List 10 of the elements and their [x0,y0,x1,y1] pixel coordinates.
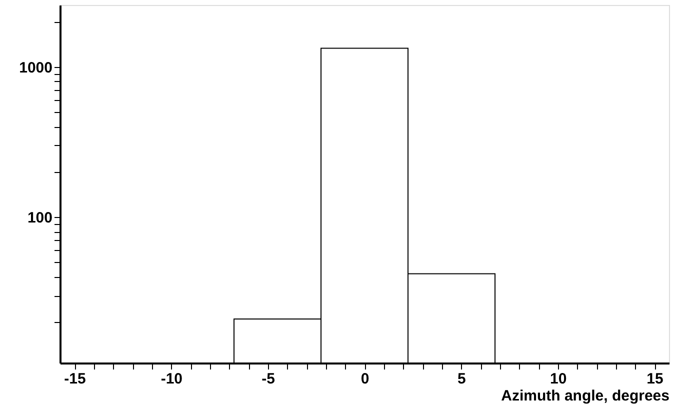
x-tick-label: 10 [550,370,567,388]
y-tick-label: 1000 [19,59,52,76]
x-tick-label: -15 [64,370,86,388]
x-tick-label: -10 [160,370,183,388]
x-axis-title: Azimuth angle, degrees [501,388,670,404]
x-tick-label: 5 [457,370,466,388]
x-tick-label: 15 [646,370,664,388]
x-tick-label: -5 [262,370,276,388]
x-tick-label: 0 [360,370,370,388]
y-tick-label: 100 [27,210,52,227]
